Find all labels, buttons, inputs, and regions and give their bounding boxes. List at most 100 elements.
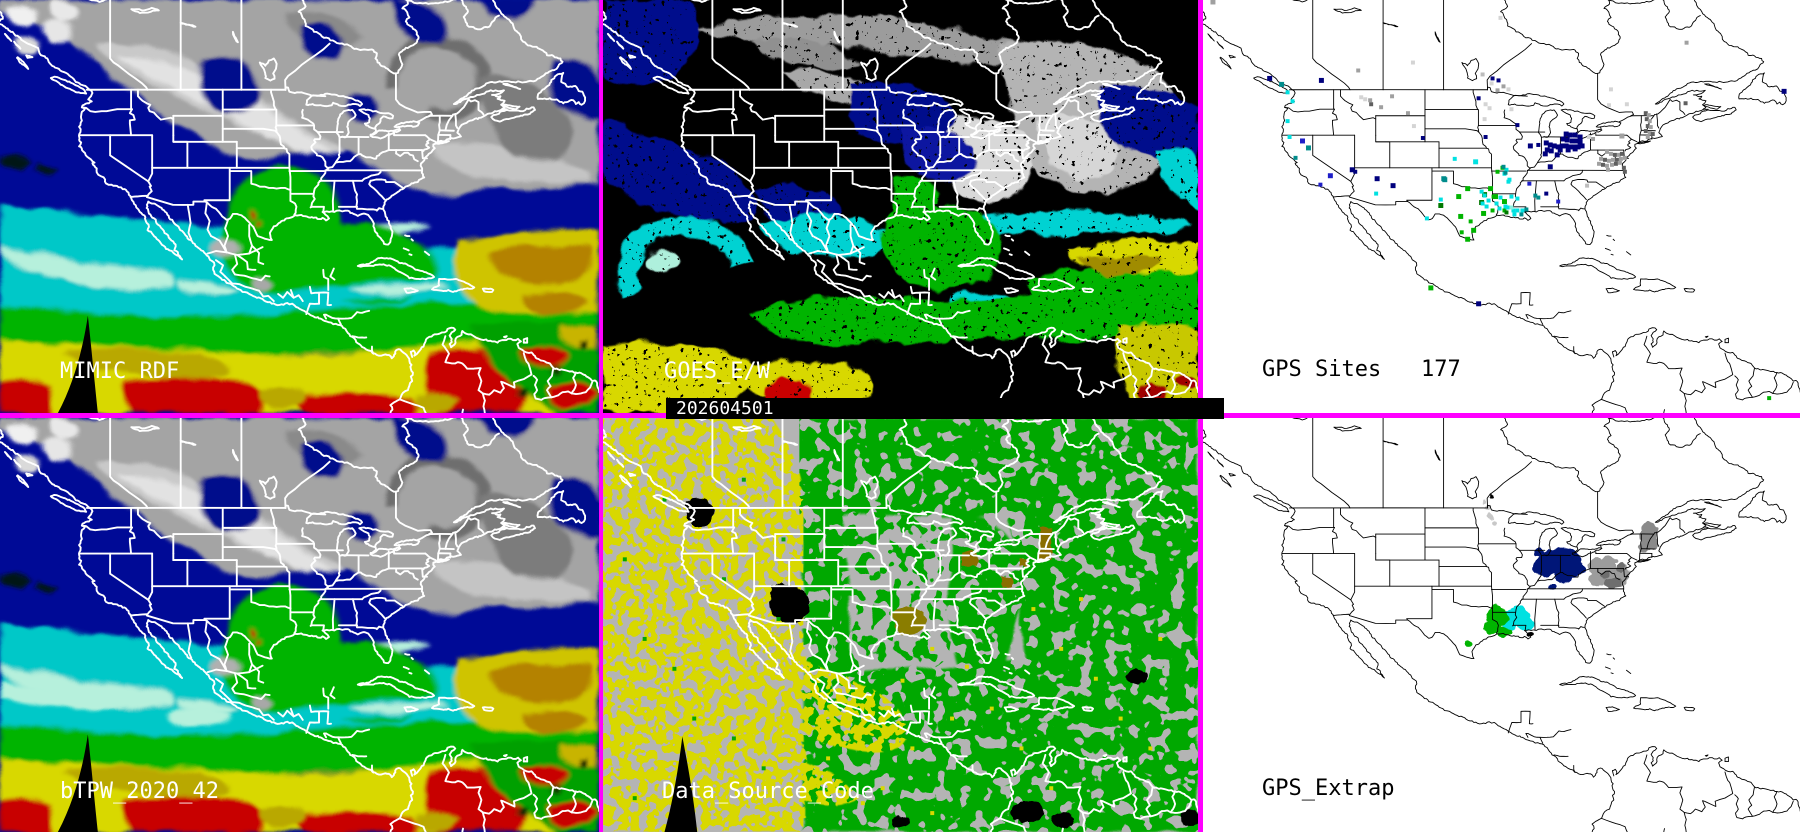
gps-site-dot [1572,146,1578,152]
gps-site-dot [1495,169,1500,174]
gps-site-dot [1587,135,1592,139]
gps-site-dot [1473,159,1479,165]
gps-site-dot [1300,138,1305,144]
gps-site-dot [1468,219,1473,224]
gps-site-dot [1519,212,1524,217]
gps-site-dot [1646,113,1651,118]
gps-site-dot [1544,191,1549,196]
gps-site-dot [1606,103,1611,108]
gps-site-dot [1624,102,1629,107]
gps-site-dot [1551,143,1557,149]
gps-site-dot [1327,173,1333,179]
gps-site-dot [1602,157,1607,162]
gps-site-dot [1458,213,1464,219]
gps-site-dot [1564,137,1570,143]
gps-site-dot [1554,152,1560,158]
gps-site-dot [1481,210,1487,216]
gps-extrap-blob [1601,555,1617,568]
tpw-field-canvas-goes-ew [603,0,1198,413]
gps-extrap-blob [1554,571,1573,584]
gps-extrap-blob [1603,578,1622,589]
gps-site-dot [1504,210,1509,215]
gps-site-dot [1491,194,1496,199]
gps-site-dot [1318,182,1323,187]
gps-extrap-blob [1647,533,1658,550]
gps-site-dot [1498,195,1503,200]
gps-site-dot [1645,124,1650,129]
gps-site-dot [1644,117,1649,122]
source-code-canvas [603,418,1198,832]
gps-site-dot [1506,87,1511,92]
gps-site-dot [1267,75,1273,81]
gps-site-dot [1781,88,1787,94]
gps-site-dot [1465,236,1471,242]
panel-gps-sites: GPS Sites 177 [1203,0,1800,413]
gps-site-dot [1497,206,1502,211]
gps-site-dot [1494,201,1499,206]
gps-site-dot [1390,183,1396,189]
gps-site-dot [1650,132,1655,137]
gps-site-dot [1616,152,1621,157]
gps-site-dot [1379,105,1384,110]
gps-site-dot [1647,131,1652,136]
panel-label-btpw: bTPW_2020_42 [60,779,219,804]
gps-site-dot [1557,147,1563,153]
extrap-map-canvas [1203,418,1800,832]
gps-site-dot [1548,148,1554,154]
gps-site-dot [1542,151,1548,157]
gps-extrap-blob [1527,631,1534,636]
gps-site-dot [1601,162,1605,167]
gps-site-dot [1536,142,1541,147]
gps-site-dot [1567,144,1573,150]
gps-site-dot [1612,152,1617,157]
gps-site-dot [1648,125,1653,130]
gps-site-dot [1438,197,1443,202]
gps-site-dot [1643,129,1648,134]
gps-site-dot [1420,136,1425,140]
gps-site-dot [1567,132,1573,138]
gps-site-dot [1359,95,1364,100]
gps-site-dot [1410,60,1415,65]
gps-site-dot [1527,143,1533,149]
panel-mimic-rdf: MIMIC RDF [0,0,599,413]
gps-site-dot [1285,90,1290,95]
gps-site-dot [1591,137,1596,141]
gps-site-dot [1482,193,1487,198]
gps-site-dot [1480,201,1485,206]
gps-site-dot [1533,193,1538,198]
gps-site-dot [1563,143,1569,149]
gps-site-dot [1575,144,1581,150]
gps-sites-count: 177 [1420,357,1461,382]
gps-site-dot [1604,163,1609,168]
gps-site-dot [1618,156,1623,161]
tpw-field-canvas-btpw [0,418,599,832]
gps-site-dot [1411,124,1416,129]
gps-site-dot [1369,102,1374,107]
gps-site-dot [1509,107,1514,112]
gps-site-dot [1479,189,1484,194]
gps-site-dot [1428,285,1434,291]
gps-site-dot [1505,205,1510,210]
gps-site-dot [1318,77,1324,83]
gps-extrap-blob [1483,620,1502,634]
gps-site-dot [1645,135,1650,139]
gps-site-dot [1483,135,1488,139]
gps-site-dot [1493,194,1499,200]
gps-site-dot [1471,227,1477,233]
gps-site-dot [1495,88,1500,93]
gps-site-dot [1438,203,1444,208]
gps-site-dot [1621,165,1626,170]
gps-site-dot [1599,156,1603,161]
gps-site-dot [1617,160,1622,165]
gps-extrap-blob [1532,558,1557,577]
gps-site-dot [1767,396,1772,401]
panel-goes-ew: GOES_E/W [603,0,1198,413]
gps-extrap-blob [1487,513,1494,520]
gps-site-dot [1504,167,1509,172]
gps-site-dot [1509,194,1514,199]
gps-site-dot [1622,155,1627,160]
gps-site-dot [1363,97,1368,102]
gps-site-dot [1374,191,1379,196]
gps-site-dot [1405,111,1410,116]
